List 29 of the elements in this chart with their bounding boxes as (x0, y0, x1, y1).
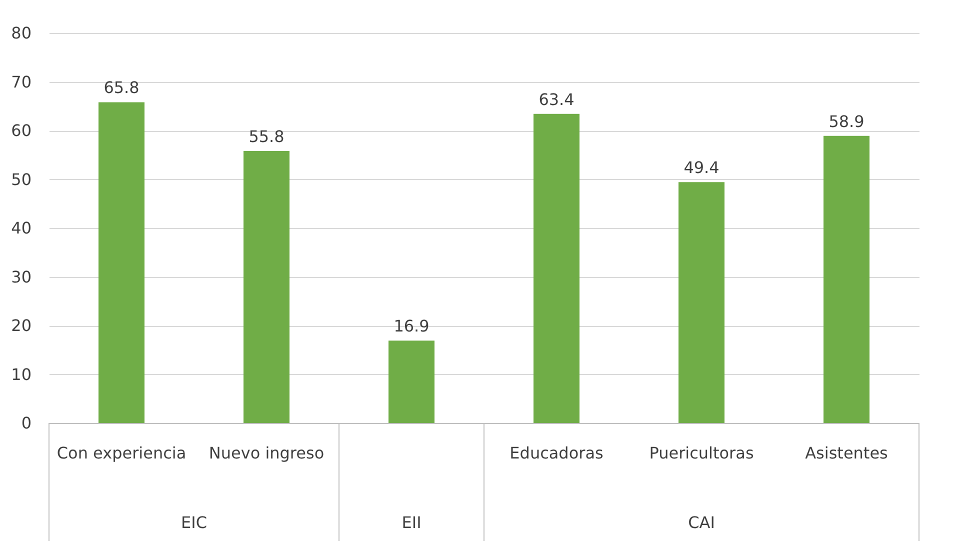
y-tick-label: 50 (11, 170, 32, 189)
bar (388, 340, 434, 423)
y-tick-label: 20 (11, 316, 32, 335)
data-label: 65.8 (104, 78, 140, 98)
text: EII (402, 513, 422, 532)
data-label: 58.9 (828, 112, 864, 131)
data-label: 63.4 (538, 90, 574, 109)
bar (678, 182, 724, 423)
y-tick-label: 60 (11, 121, 32, 140)
x-tick-label: Asistentes (805, 444, 888, 462)
x-tick-label: Nuevo ingreso (208, 444, 324, 462)
x-tick-label: Puericultoras (649, 444, 754, 462)
y-tick-label: 30 (11, 267, 32, 286)
bar (824, 136, 870, 423)
bar (244, 150, 290, 423)
bar (98, 102, 144, 423)
data-label: 55.8 (248, 126, 284, 146)
y-tick-label: 70 (11, 72, 32, 92)
y-tick-label: 10 (11, 364, 32, 384)
y-tick-label: 0 (21, 414, 32, 432)
text: EIC (181, 513, 207, 532)
y-tick-label: 80 (11, 24, 32, 42)
x-tick-label: Educadoras (510, 444, 604, 462)
text: CAI (688, 513, 715, 532)
data-label: 49.4 (684, 158, 720, 178)
y-tick-label: 40 (11, 218, 32, 238)
bar (534, 114, 580, 423)
x-tick-label: Con experiencia (56, 444, 186, 462)
data-label: 16.9 (394, 316, 430, 336)
